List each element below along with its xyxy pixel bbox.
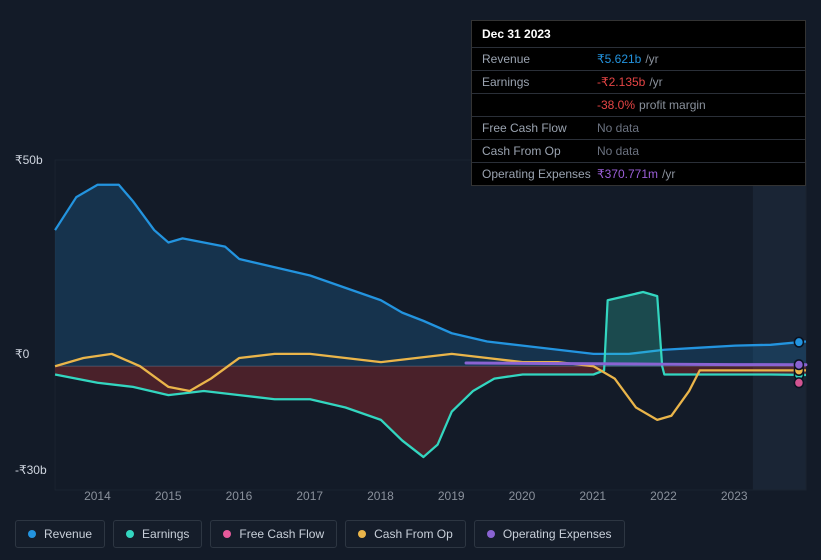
legend-item-opex[interactable]: Operating Expenses (474, 520, 625, 548)
legend-item-cfo[interactable]: Cash From Op (345, 520, 466, 548)
y-axis-label: -₹30b (15, 463, 47, 477)
tooltip-row-value: No data (597, 121, 795, 135)
tooltip-row: Free Cash FlowNo data (472, 117, 805, 140)
x-axis-label: 2014 (84, 489, 111, 503)
tooltip-row: -38.0%profit margin (472, 94, 805, 117)
legend-dot-icon (223, 530, 231, 538)
tooltip-row: Earnings-₹2.135b/yr (472, 71, 805, 94)
legend-item-earnings[interactable]: Earnings (113, 520, 202, 548)
tooltip-row-label: Revenue (482, 52, 597, 66)
legend-dot-icon (28, 530, 36, 538)
x-axis-label: 2017 (296, 489, 323, 503)
legend-dot-icon (126, 530, 134, 538)
y-axis-label: ₹0 (15, 347, 29, 361)
legend-dot-icon (358, 530, 366, 538)
data-tooltip: Dec 31 2023 Revenue₹5.621b/yrEarnings-₹2… (471, 20, 806, 186)
tooltip-row: Cash From OpNo data (472, 140, 805, 163)
legend-label: Free Cash Flow (239, 527, 324, 541)
x-axis-labels: 2014 2015 2016 2017 2018 2019 2020 2021 2022 2023 (15, 489, 806, 507)
x-axis-label: 2022 (650, 489, 677, 503)
legend-label: Cash From Op (374, 527, 453, 541)
tooltip-row-label: Cash From Op (482, 144, 597, 158)
tooltip-row: Revenue₹5.621b/yr (472, 48, 805, 71)
x-axis-label: 2016 (226, 489, 253, 503)
tooltip-row-value: ₹5.621b/yr (597, 52, 795, 66)
tooltip-row-value: No data (597, 144, 795, 158)
tooltip-date: Dec 31 2023 (472, 21, 805, 48)
x-axis-label: 2018 (367, 489, 394, 503)
x-axis-label: 2023 (721, 489, 748, 503)
tooltip-row: Operating Expenses₹370.771m/yr (472, 163, 805, 185)
chart-plot-area: ₹50b₹0-₹30b (15, 160, 806, 490)
tooltip-row-label: Earnings (482, 75, 597, 89)
x-axis-label: 2020 (509, 489, 536, 503)
legend-label: Operating Expenses (503, 527, 612, 541)
chart-legend: Revenue Earnings Free Cash Flow Cash From O… (15, 520, 625, 548)
tooltip-row-value: -₹2.135b/yr (597, 75, 795, 89)
x-axis-label: 2015 (155, 489, 182, 503)
legend-item-revenue[interactable]: Revenue (15, 520, 105, 548)
y-axis-label: ₹50b (15, 153, 43, 167)
x-axis-label: 2019 (438, 489, 465, 503)
x-axis-label: 2021 (579, 489, 606, 503)
legend-label: Revenue (44, 527, 92, 541)
legend-dot-icon (487, 530, 495, 538)
legend-item-fcf[interactable]: Free Cash Flow (210, 520, 337, 548)
legend-label: Earnings (142, 527, 189, 541)
tooltip-row-label: Operating Expenses (482, 167, 597, 181)
tooltip-row-value: -38.0%profit margin (597, 98, 795, 112)
tooltip-row-label: Free Cash Flow (482, 121, 597, 135)
chart-svg (15, 160, 806, 490)
tooltip-row-label (482, 98, 597, 112)
tooltip-row-value: ₹370.771m/yr (597, 167, 795, 181)
